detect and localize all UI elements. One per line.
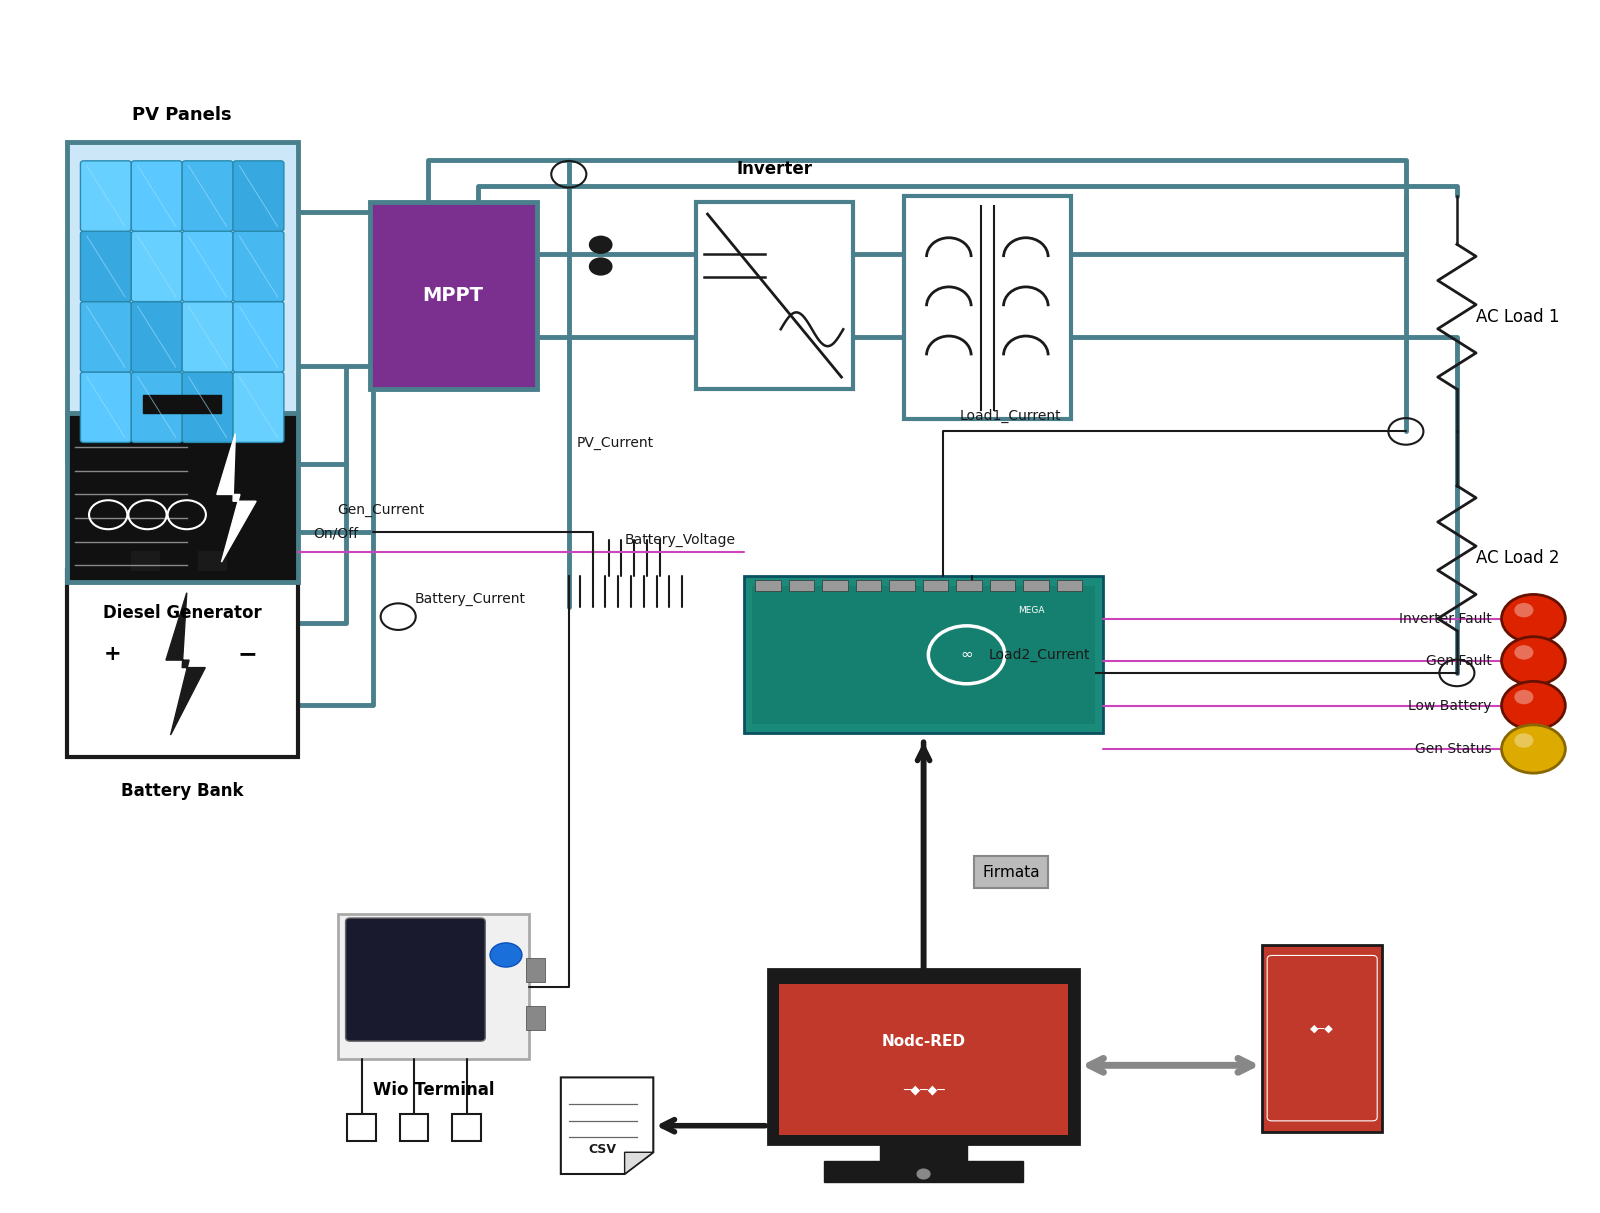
FancyBboxPatch shape bbox=[182, 372, 234, 443]
FancyBboxPatch shape bbox=[370, 203, 538, 389]
FancyBboxPatch shape bbox=[67, 570, 298, 757]
FancyBboxPatch shape bbox=[131, 302, 182, 372]
FancyBboxPatch shape bbox=[131, 551, 158, 570]
FancyBboxPatch shape bbox=[182, 232, 234, 302]
Circle shape bbox=[490, 943, 522, 967]
FancyBboxPatch shape bbox=[957, 580, 982, 591]
Circle shape bbox=[589, 237, 611, 254]
FancyBboxPatch shape bbox=[67, 142, 298, 462]
Text: Gen_Current: Gen_Current bbox=[338, 503, 426, 517]
FancyBboxPatch shape bbox=[234, 302, 283, 372]
FancyBboxPatch shape bbox=[182, 161, 234, 232]
FancyBboxPatch shape bbox=[80, 161, 131, 232]
Circle shape bbox=[1514, 734, 1533, 747]
FancyBboxPatch shape bbox=[822, 580, 848, 591]
FancyBboxPatch shape bbox=[80, 302, 131, 372]
Text: ◆─◆: ◆─◆ bbox=[1310, 1024, 1334, 1033]
FancyBboxPatch shape bbox=[182, 302, 234, 372]
Polygon shape bbox=[218, 433, 256, 562]
FancyBboxPatch shape bbox=[346, 918, 485, 1041]
Text: +: + bbox=[104, 644, 122, 665]
Circle shape bbox=[1514, 603, 1533, 617]
Text: Battery_Voltage: Battery_Voltage bbox=[624, 533, 736, 547]
Polygon shape bbox=[166, 593, 205, 735]
FancyBboxPatch shape bbox=[80, 232, 131, 302]
Circle shape bbox=[1501, 637, 1565, 685]
FancyBboxPatch shape bbox=[880, 1140, 966, 1164]
FancyBboxPatch shape bbox=[779, 985, 1067, 1135]
FancyBboxPatch shape bbox=[234, 161, 283, 232]
FancyBboxPatch shape bbox=[234, 372, 283, 443]
FancyBboxPatch shape bbox=[338, 915, 530, 1059]
Text: Wio Terminal: Wio Terminal bbox=[373, 1081, 494, 1099]
Text: Inverter: Inverter bbox=[736, 160, 813, 178]
FancyBboxPatch shape bbox=[923, 580, 949, 591]
FancyBboxPatch shape bbox=[856, 580, 882, 591]
Circle shape bbox=[1514, 645, 1533, 660]
FancyBboxPatch shape bbox=[990, 580, 1016, 591]
Circle shape bbox=[1501, 594, 1565, 643]
FancyBboxPatch shape bbox=[234, 232, 283, 302]
FancyBboxPatch shape bbox=[400, 1114, 429, 1141]
Text: Load1_Current: Load1_Current bbox=[960, 409, 1061, 423]
Text: Diesel Generator: Diesel Generator bbox=[102, 604, 261, 622]
Text: Gen Status: Gen Status bbox=[1416, 742, 1491, 756]
FancyBboxPatch shape bbox=[80, 372, 131, 443]
FancyBboxPatch shape bbox=[131, 161, 182, 232]
FancyBboxPatch shape bbox=[768, 969, 1078, 1144]
Text: Inverter Fault: Inverter Fault bbox=[1398, 611, 1491, 626]
Text: ─◆─◆─: ─◆─◆─ bbox=[902, 1083, 944, 1097]
FancyBboxPatch shape bbox=[347, 1114, 376, 1141]
Text: Load2_Current: Load2_Current bbox=[989, 648, 1090, 662]
FancyBboxPatch shape bbox=[696, 203, 853, 389]
Text: MPPT: MPPT bbox=[422, 286, 483, 306]
FancyBboxPatch shape bbox=[824, 1161, 1022, 1183]
Text: MEGA: MEGA bbox=[1018, 606, 1045, 615]
FancyBboxPatch shape bbox=[198, 551, 226, 570]
FancyBboxPatch shape bbox=[789, 580, 814, 591]
FancyBboxPatch shape bbox=[142, 395, 221, 414]
FancyBboxPatch shape bbox=[526, 1006, 546, 1030]
FancyBboxPatch shape bbox=[904, 197, 1070, 420]
Text: PV_Current: PV_Current bbox=[576, 437, 654, 450]
Text: −: − bbox=[237, 643, 256, 666]
Text: PV Panels: PV Panels bbox=[133, 106, 232, 124]
Circle shape bbox=[1501, 682, 1565, 730]
Circle shape bbox=[917, 1169, 930, 1179]
Text: Battery_Current: Battery_Current bbox=[414, 592, 525, 605]
Text: Firmata: Firmata bbox=[982, 865, 1040, 879]
FancyBboxPatch shape bbox=[131, 372, 182, 443]
Text: Nodc-RED: Nodc-RED bbox=[882, 1035, 965, 1049]
Circle shape bbox=[1501, 725, 1565, 773]
Polygon shape bbox=[624, 1152, 653, 1174]
FancyBboxPatch shape bbox=[744, 576, 1102, 734]
Text: CSV: CSV bbox=[589, 1144, 616, 1156]
FancyBboxPatch shape bbox=[1056, 580, 1082, 591]
FancyBboxPatch shape bbox=[526, 958, 546, 983]
FancyBboxPatch shape bbox=[890, 580, 915, 591]
Text: On/Off: On/Off bbox=[314, 526, 358, 541]
FancyBboxPatch shape bbox=[1262, 945, 1382, 1132]
Text: Battery Bank: Battery Bank bbox=[122, 781, 243, 799]
Text: Low Battery: Low Battery bbox=[1408, 699, 1491, 712]
Circle shape bbox=[1514, 690, 1533, 705]
FancyBboxPatch shape bbox=[67, 414, 298, 582]
Circle shape bbox=[589, 258, 611, 275]
FancyBboxPatch shape bbox=[755, 580, 781, 591]
Text: ∞: ∞ bbox=[960, 648, 973, 662]
FancyBboxPatch shape bbox=[131, 232, 182, 302]
FancyBboxPatch shape bbox=[1267, 956, 1378, 1121]
FancyBboxPatch shape bbox=[453, 1114, 482, 1141]
Text: AC Load 1: AC Load 1 bbox=[1477, 308, 1560, 326]
FancyBboxPatch shape bbox=[752, 586, 1094, 724]
Text: AC Load 2: AC Load 2 bbox=[1477, 549, 1560, 568]
Polygon shape bbox=[562, 1077, 653, 1174]
Text: Gen Fault: Gen Fault bbox=[1426, 654, 1491, 668]
FancyBboxPatch shape bbox=[1024, 580, 1048, 591]
